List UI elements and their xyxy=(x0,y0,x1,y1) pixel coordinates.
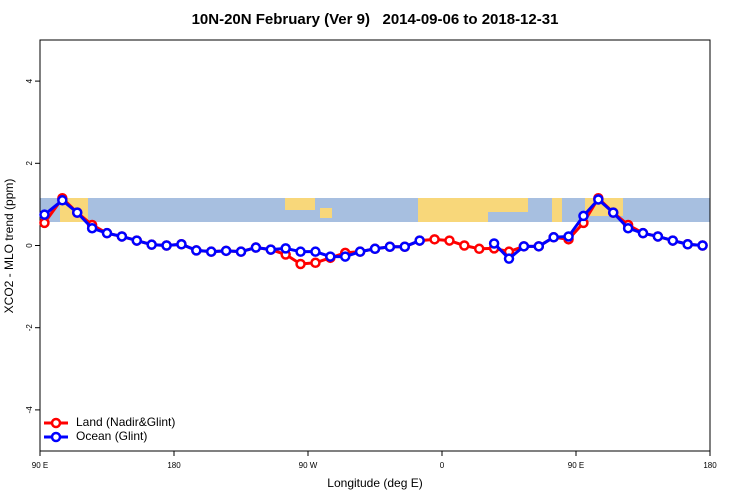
legend-marker xyxy=(50,417,62,429)
data-point xyxy=(295,246,306,257)
data-point xyxy=(191,245,202,256)
data-point xyxy=(101,227,113,239)
data-point xyxy=(71,207,83,218)
data-point xyxy=(205,246,217,257)
data-point xyxy=(369,243,381,255)
data-point xyxy=(295,258,306,270)
data-point xyxy=(57,195,68,206)
x-tick-label: 90 E xyxy=(568,461,584,470)
data-point xyxy=(459,240,470,251)
y-tick-label: -2 xyxy=(25,324,34,332)
y-tick-label: 0 xyxy=(25,243,34,248)
x-axis-label: Longitude (deg E) xyxy=(327,476,422,490)
data-point xyxy=(354,246,366,257)
chart-title: 10N-20N February (Ver 9) 2014-09-06 to 2… xyxy=(192,11,559,28)
x-tick-label: 180 xyxy=(167,461,181,470)
data-point xyxy=(310,246,321,257)
data-point xyxy=(697,240,708,251)
data-point xyxy=(637,227,649,239)
data-point xyxy=(429,234,440,245)
x-tick-label: 90 E xyxy=(32,461,48,470)
data-point xyxy=(488,238,500,249)
x-tick-label: 90 W xyxy=(299,461,318,470)
data-point xyxy=(444,235,455,246)
data-point xyxy=(607,207,619,218)
data-point xyxy=(280,243,291,254)
data-point xyxy=(399,241,411,252)
data-point xyxy=(176,239,187,250)
data-point xyxy=(325,251,336,262)
data-point xyxy=(131,235,143,246)
data-point xyxy=(86,222,98,234)
data-point xyxy=(384,241,396,252)
data-point xyxy=(116,231,128,242)
legend-label: Ocean (Glint) xyxy=(76,429,147,443)
data-point xyxy=(503,253,515,264)
data-point xyxy=(265,244,277,255)
y-tick-label: -4 xyxy=(25,406,34,414)
data-point xyxy=(146,239,157,250)
data-point xyxy=(39,209,50,220)
data-point xyxy=(563,231,574,242)
data-point xyxy=(414,235,425,246)
legend-label: Land (Nadir&Glint) xyxy=(76,415,175,429)
data-point xyxy=(161,240,172,251)
data-point xyxy=(310,257,321,269)
data-point xyxy=(250,242,262,253)
data-point xyxy=(622,222,634,234)
data-point xyxy=(39,217,50,229)
data-point xyxy=(220,245,232,257)
legend-marker xyxy=(50,431,62,443)
data-point xyxy=(473,243,485,255)
data-point xyxy=(235,246,247,257)
data-point xyxy=(578,210,589,222)
data-point xyxy=(518,241,530,252)
y-tick-label: 2 xyxy=(25,161,34,166)
y-axis-label: XCO2 - MLO trend (ppm) xyxy=(2,179,16,314)
x-tick-label: 0 xyxy=(440,461,445,470)
data-point xyxy=(682,239,693,250)
y-tick-label: 4 xyxy=(25,78,34,83)
data-point xyxy=(652,231,664,242)
data-point xyxy=(339,251,351,262)
data-point xyxy=(667,235,679,246)
data-point xyxy=(548,232,559,243)
data-point xyxy=(533,241,545,252)
x-tick-label: 180 xyxy=(703,461,717,470)
data-point xyxy=(593,194,604,205)
